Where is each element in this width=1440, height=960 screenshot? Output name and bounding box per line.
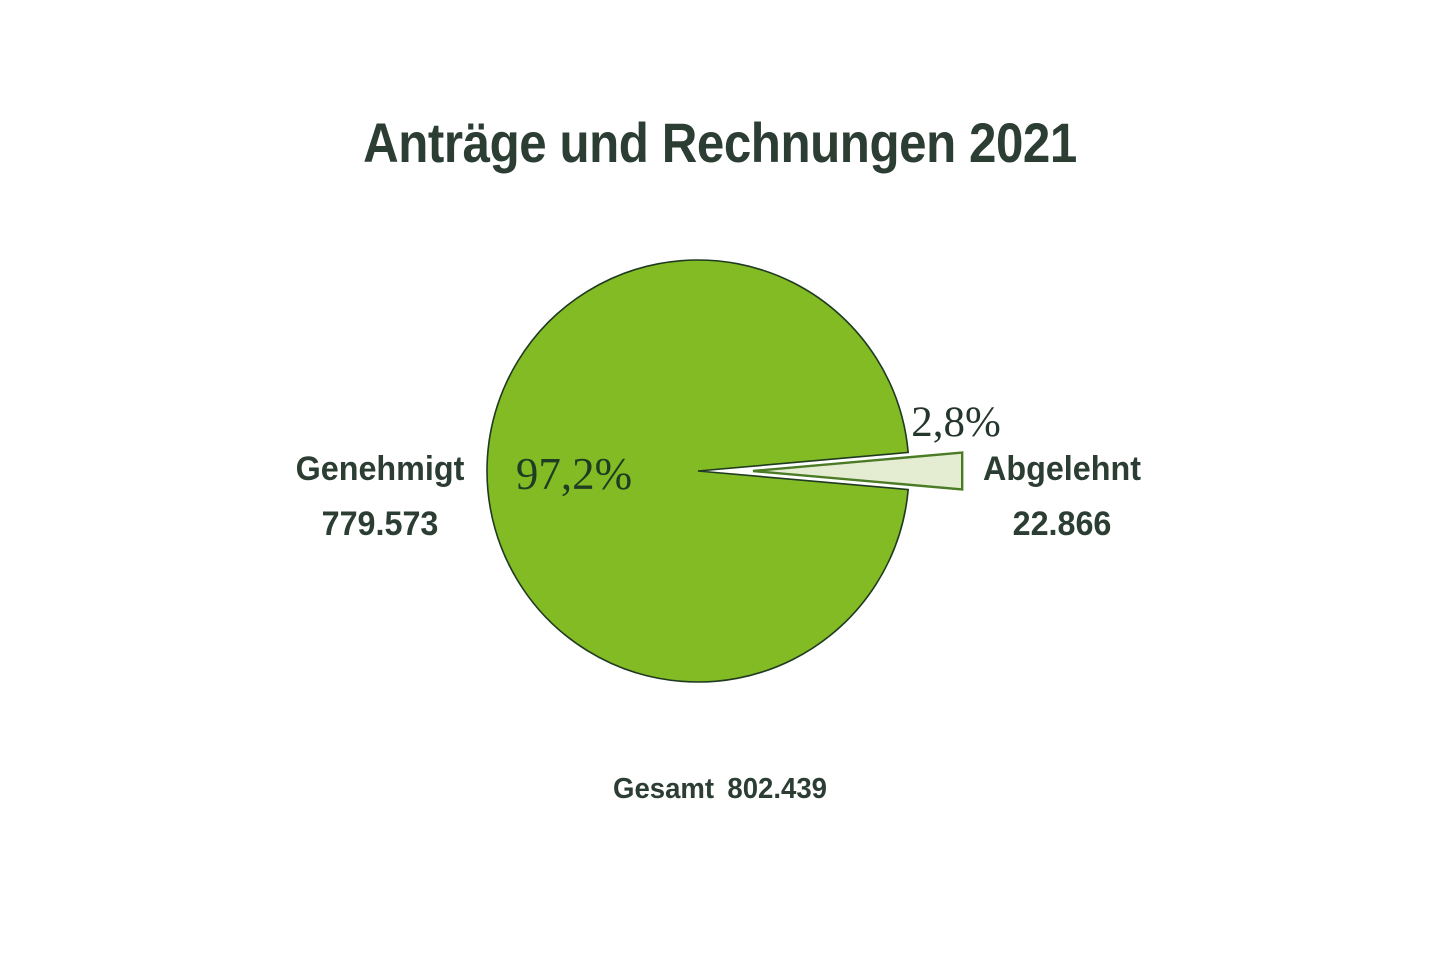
- slice-label-abgelehnt: Abgelehnt: [983, 450, 1141, 488]
- chart-title: Anträge und Rechnungen 2021: [363, 111, 1077, 174]
- pie-slice-genehmigt: [486, 259, 910, 683]
- percent-label-abgelehnt: 2,8%: [911, 399, 1001, 446]
- abgelehnt-label-block: Abgelehnt 22.866: [967, 442, 1157, 552]
- slice-value-abgelehnt: 22.866: [1012, 505, 1112, 543]
- total-value: 802.439: [727, 773, 827, 805]
- total-caption: Gesamt 802.439: [36, 773, 1404, 806]
- percent-label-genehmigt: 97,2%: [515, 449, 633, 499]
- pie-slice-abgelehnt: [752, 451, 964, 491]
- total-label: Gesamt: [613, 773, 715, 805]
- slice-value-genehmigt: 779.573: [321, 505, 439, 543]
- genehmigt-label-block: Genehmigt 779.573: [285, 442, 475, 552]
- slice-label-genehmigt: Genehmigt: [295, 450, 465, 488]
